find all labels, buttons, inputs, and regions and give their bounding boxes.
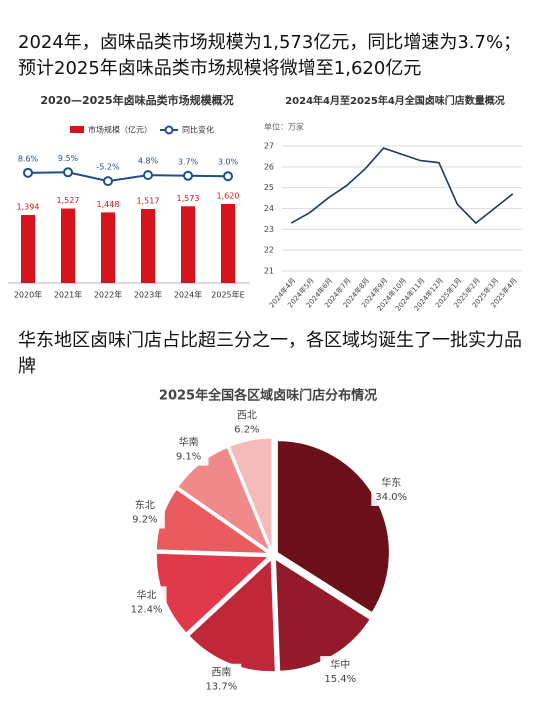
- label-box: [124, 496, 165, 529]
- slice-value-label: 6.2%: [234, 425, 259, 436]
- bar: [21, 215, 35, 283]
- bar-value-label: 1,573: [177, 194, 200, 203]
- line-marker: [143, 170, 153, 181]
- slice-value-label: 15.4%: [324, 674, 356, 685]
- line-value-label: 8.6%: [18, 154, 39, 163]
- headline: 2024年，卤味品类市场规模为1,573亿元，同比增速为3.7%；预计2025年…: [18, 32, 522, 79]
- headline: 华东地区卤味门店占比超三分之一，各区域均诞生了一批实力品牌: [18, 330, 522, 377]
- x-tick-label: 2023年: [134, 290, 162, 300]
- x-tick-label: 2025年E: [211, 290, 244, 300]
- slice-value-label: 9.1%: [176, 452, 201, 463]
- bar-value-label: 1,620: [217, 192, 240, 201]
- x-tick-label: 2021年: [54, 290, 82, 300]
- slice-label: 华东: [381, 476, 401, 489]
- slice-label: 华北: [137, 588, 157, 601]
- label-box: [168, 433, 209, 466]
- x-tick-label: 2022年: [94, 290, 122, 300]
- slice-label: 华南: [179, 436, 199, 449]
- line: [290, 147, 514, 225]
- line-value-label: 3.7%: [178, 157, 199, 166]
- slice-label: 西南: [211, 666, 231, 679]
- slice-label: 华中: [330, 658, 350, 671]
- bar: [181, 206, 195, 283]
- legend-label: 同比变化: [182, 125, 214, 135]
- pie-slice: [228, 437, 273, 551]
- bar: [221, 204, 235, 283]
- bar: [141, 209, 155, 283]
- x-tick-label: 2020年: [14, 290, 42, 300]
- y-tick-label: 27: [264, 142, 274, 151]
- line-marker: [183, 170, 193, 181]
- chart-title: 2024年4月至2025年4月全国卤味门店数量概况: [285, 94, 505, 107]
- line-marker: [103, 176, 113, 187]
- slice-label: 东北: [135, 498, 155, 511]
- y-tick-label: 21: [264, 267, 274, 276]
- label-box: [126, 586, 167, 619]
- bar-value-label: 1,527: [57, 196, 80, 205]
- label-box: [201, 663, 242, 696]
- line-value-label: 9.5%: [58, 154, 79, 163]
- bar: [101, 212, 115, 283]
- y-tick-label: 23: [264, 225, 274, 234]
- label-box: [226, 406, 267, 439]
- bar-value-label: 1,394: [17, 203, 40, 212]
- slice-value-label: 13.7%: [205, 682, 237, 693]
- label-box: [320, 656, 361, 689]
- line-value-label: 3.0%: [218, 158, 239, 167]
- line-marker: [23, 167, 33, 178]
- y-tick-label: 22: [264, 246, 274, 255]
- legend-swatch: [70, 126, 84, 133]
- bar-value-label: 1,517: [137, 197, 160, 206]
- slice-label: 西北: [237, 410, 257, 422]
- line-value-label: 4.8%: [138, 157, 159, 166]
- legend-marker: [164, 125, 174, 135]
- chart-title: 2020—2025年卤味品类市场规模概况: [40, 93, 233, 107]
- line-marker: [63, 167, 73, 178]
- line: [27, 171, 229, 183]
- slice-value-label: 34.0%: [375, 492, 407, 503]
- line-value-label: -5.2%: [96, 163, 120, 172]
- pie-slice: [188, 558, 276, 673]
- bar: [61, 208, 75, 283]
- label-box: [371, 473, 412, 506]
- slice-value-label: 9.2%: [132, 514, 157, 525]
- y-tick-label: 25: [264, 183, 274, 192]
- y-tick-label: 26: [264, 162, 274, 171]
- bar-value-label: 1,448: [97, 200, 120, 209]
- y-tick-label: 24: [264, 204, 274, 213]
- line-marker: [223, 171, 233, 182]
- legend-label: 市场规模（亿元）: [88, 125, 152, 135]
- slice-value-label: 12.4%: [131, 604, 163, 615]
- chart-title: 2025年全国各区域卤味门店分布情况: [159, 388, 377, 404]
- x-tick-label: 2024年: [174, 290, 202, 300]
- y-unit: 单位：万家: [264, 122, 304, 132]
